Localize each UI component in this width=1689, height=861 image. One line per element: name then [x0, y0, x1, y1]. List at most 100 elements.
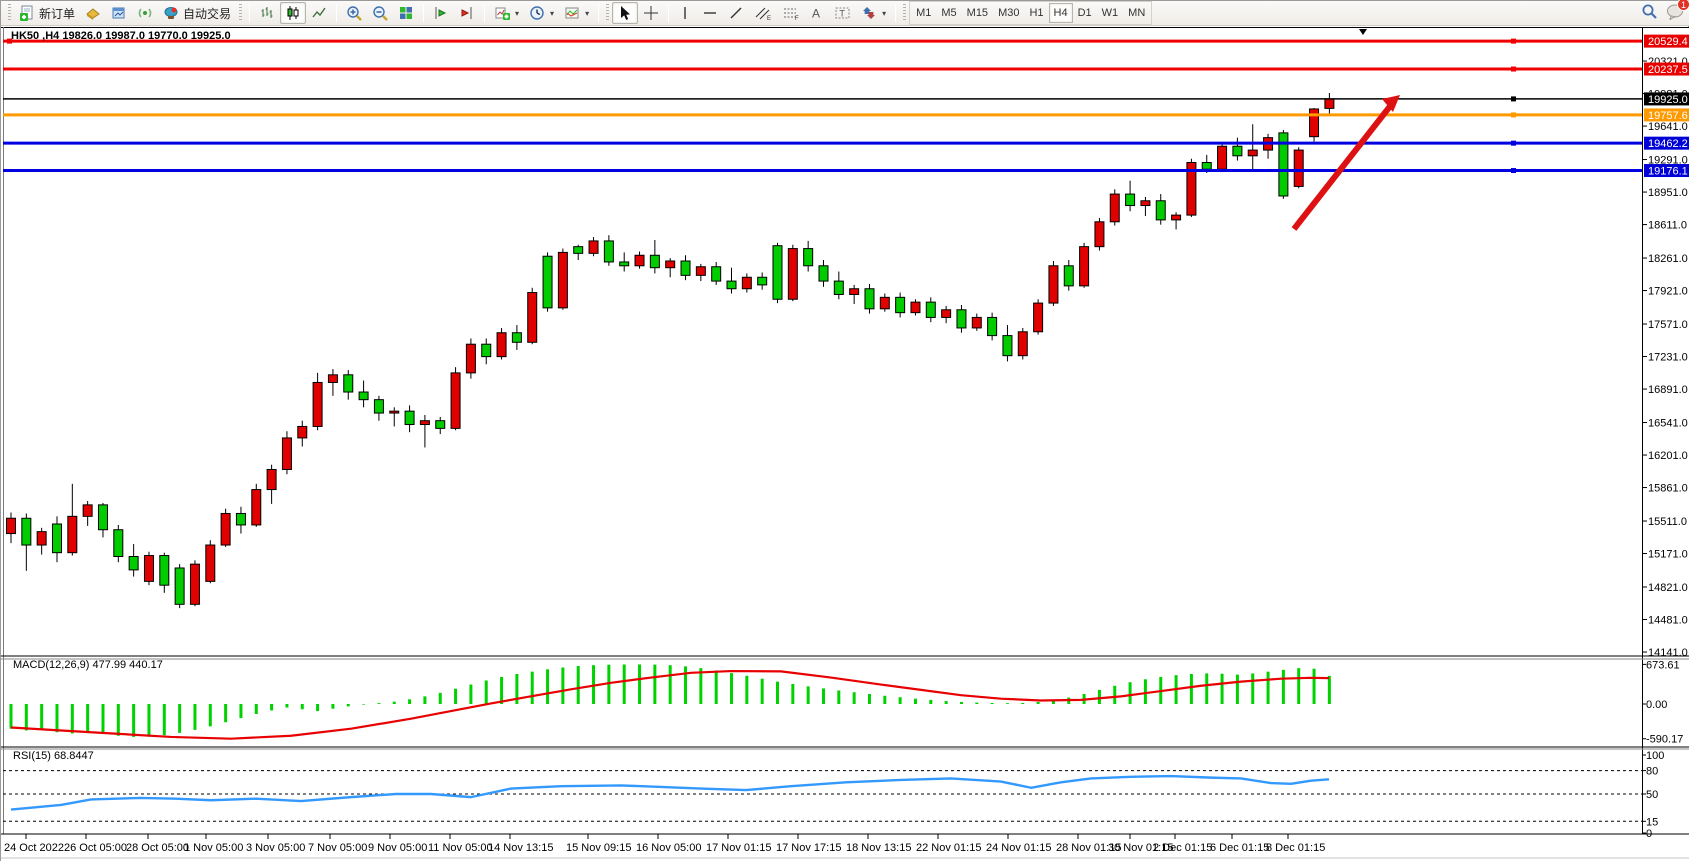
price-tick-label: 14141.0: [1648, 647, 1688, 659]
zoom-out-button[interactable]: [367, 2, 393, 24]
chevron-down-icon[interactable]: ▾: [882, 8, 887, 18]
indicators-add-icon: [495, 7, 511, 20]
candle: [1186, 162, 1197, 216]
candle: [496, 332, 507, 358]
horizontal-line-tool-button[interactable]: [697, 2, 723, 24]
timeframe-h4[interactable]: H4: [1048, 3, 1073, 23]
timeframe-mn[interactable]: MN: [1128, 7, 1146, 19]
line-handle[interactable]: [1511, 112, 1516, 118]
separator: [668, 4, 670, 22]
candle: [910, 301, 921, 314]
timeframe-m1[interactable]: M1: [916, 7, 932, 19]
svg-text:F: F: [795, 16, 799, 21]
candle: [925, 301, 936, 318]
text-label-tool-button[interactable]: T: [829, 2, 856, 24]
price-line-badge: [1644, 108, 1689, 122]
template-icon: [565, 7, 579, 19]
line-chart-button[interactable]: [306, 2, 332, 24]
candle: [956, 309, 967, 329]
cursor-tool-button[interactable]: [612, 2, 639, 24]
crosshair-tool-button[interactable]: [638, 2, 664, 24]
equidistant-channel-icon: E: [755, 7, 771, 21]
timeframe-d1[interactable]: D1: [1077, 7, 1092, 19]
chevron-down-icon[interactable]: ▾: [550, 8, 555, 18]
candle: [711, 266, 722, 282]
timeframe-w1[interactable]: W1: [1101, 7, 1119, 19]
tile-windows-button[interactable]: [393, 2, 419, 24]
zoom-in-button[interactable]: [341, 2, 367, 24]
text-a-icon: A: [812, 7, 820, 21]
price-tick-label: 16201.0: [1648, 450, 1688, 462]
candle: [6, 517, 16, 535]
trend-arrow-head[interactable]: [1382, 95, 1400, 112]
toolbar-grip[interactable]: [606, 4, 610, 22]
text-tool-button[interactable]: A: [805, 2, 829, 24]
line-handle[interactable]: [1511, 38, 1516, 44]
fibonacci-icon: F: [784, 8, 799, 21]
timeframe-h1[interactable]: H1: [1029, 7, 1044, 19]
signals-button[interactable]: [132, 2, 158, 24]
new-order-icon: [20, 5, 33, 21]
zoom-out-icon: [373, 6, 388, 21]
candle: [266, 468, 277, 491]
gold-book-icon: [86, 8, 100, 20]
new-order-button[interactable]: 新订单: [14, 2, 80, 24]
candle: [833, 280, 844, 295]
line-handle[interactable]: [1511, 96, 1516, 102]
macd-tick-label: 0.00: [1646, 699, 1667, 711]
candle: [235, 512, 246, 526]
time-tick-label: 28 Nov 01:15: [1056, 842, 1121, 854]
timeframe-m15[interactable]: M15: [966, 7, 989, 19]
line-handle[interactable]: [1511, 140, 1516, 146]
trendline-tool-button[interactable]: [723, 2, 749, 24]
chart-canvas: 20321.019981.019641.019291.018951.018611…: [1, 27, 1689, 861]
chevron-down-icon[interactable]: ▾: [585, 8, 590, 18]
chart-shift-button[interactable]: [454, 2, 480, 24]
candle: [82, 504, 93, 517]
candlestick-chart-button[interactable]: [280, 2, 307, 24]
toolbar-grip[interactable]: [903, 4, 907, 22]
indicators-button[interactable]: ▾: [489, 2, 524, 24]
chart-shift-icon: [461, 7, 472, 19]
candle: [1017, 331, 1028, 357]
notifications-button[interactable]: 1: [1666, 0, 1689, 20]
chevron-down-icon[interactable]: ▾: [515, 8, 520, 18]
timeframe-m30[interactable]: M30: [998, 7, 1020, 19]
autotrading-button[interactable]: 自动交易: [158, 2, 236, 24]
periods-button[interactable]: ▾: [524, 2, 559, 24]
auto-scroll-button[interactable]: [428, 2, 454, 24]
vertical-line-tool-button[interactable]: [673, 2, 697, 24]
price-tick-label: 19641.0: [1648, 121, 1688, 133]
time-tick-label: 17 Nov 17:15: [776, 842, 841, 854]
candle: [21, 517, 32, 546]
fibonacci-tool-button[interactable]: F: [777, 2, 805, 24]
time-tick-label: 15 Nov 09:15: [566, 842, 631, 854]
toolbar-grip[interactable]: [8, 4, 11, 22]
line-handle[interactable]: [1511, 168, 1516, 174]
chart-background: [1, 27, 1689, 861]
tile-windows-icon: [400, 7, 413, 19]
bar-chart-button[interactable]: [254, 2, 280, 24]
chart-area[interactable]: 20321.019981.019641.019291.018951.018611…: [1, 27, 1689, 861]
candle: [343, 374, 354, 393]
arrows-tool-button[interactable]: ▾: [856, 2, 891, 24]
candle: [1079, 246, 1090, 287]
search-icon[interactable]: [1641, 3, 1658, 20]
market-watch-button[interactable]: [80, 2, 106, 24]
candle: [1324, 98, 1335, 109]
trend-arrow[interactable]: [1291, 103, 1394, 231]
time-tick-label: 2 Dec 01:15: [1153, 842, 1212, 854]
toolbar-grip[interactable]: [239, 4, 243, 22]
chart-shift-marker[interactable]: [1359, 29, 1367, 35]
charts-window-button[interactable]: [106, 2, 132, 24]
timeframe-m5[interactable]: M5: [941, 7, 957, 19]
line-handle[interactable]: [7, 38, 12, 44]
crosshair-icon: [644, 6, 659, 20]
line-handle[interactable]: [1511, 66, 1516, 72]
timeframe-group: M1 M5 M15 M30 H1 H4 D1 W1 MN: [909, 1, 1153, 25]
channel-tool-button[interactable]: E: [749, 2, 777, 24]
price-tick-label: 16891.0: [1648, 384, 1688, 396]
price-tick-label: 17921.0: [1648, 286, 1688, 298]
templates-button[interactable]: ▾: [559, 2, 594, 24]
